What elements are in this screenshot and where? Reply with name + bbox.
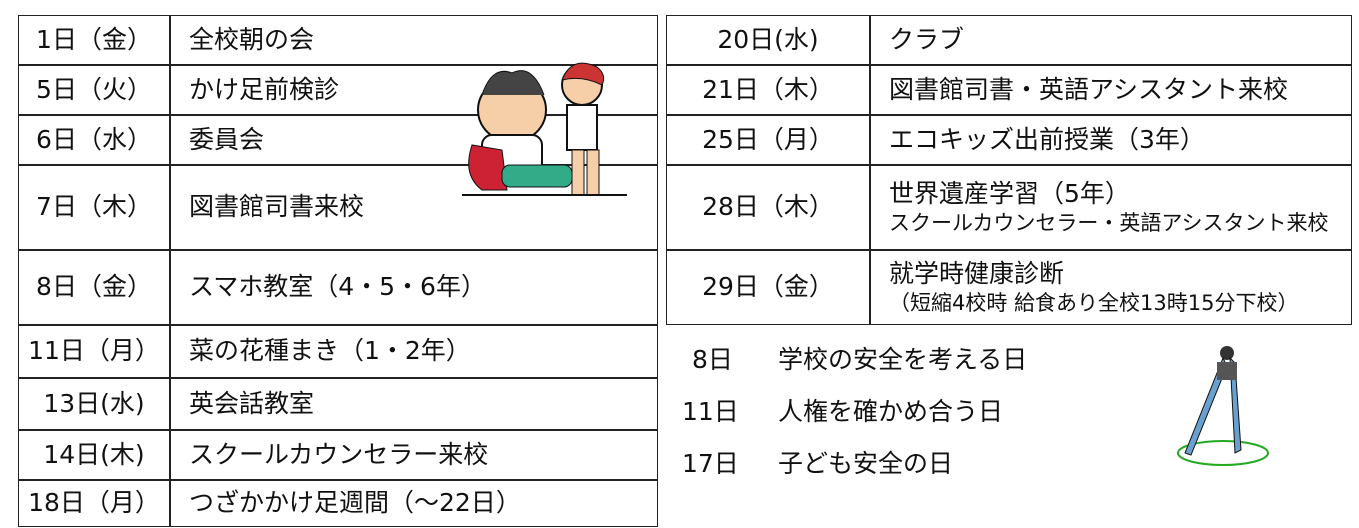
date: 13日(水) <box>43 388 145 418</box>
event: 英会話教室 <box>189 388 315 418</box>
event-cell: 英会話教室 <box>170 378 658 430</box>
note-date: 8日 <box>692 340 733 376</box>
date: 7日（木） <box>36 192 152 222</box>
date-cell: 29日（金） <box>666 250 870 325</box>
event-cell: 世界遺産学習（5年） スクールカウンセラー・英語アシスタント来校 <box>870 165 1352 250</box>
date: 28日（木） <box>702 192 834 222</box>
note-text-content: 子ども安全の日 <box>778 449 954 478</box>
event-cell: エコキッズ出前授業（3年） <box>870 115 1352 165</box>
event: つざかかけ足週間（～22日） <box>189 488 521 518</box>
date: 8日（金） <box>36 272 152 302</box>
date-cell: 11日（月） <box>18 325 170 378</box>
event-line: スクールカウンセラー・英語アシスタント来校 <box>889 211 1329 236</box>
event-cell: 図書館司書・英語アシスタント来校 <box>870 65 1352 115</box>
note-date: 11日 <box>682 392 739 428</box>
note-text: 子ども安全の日 <box>778 444 953 480</box>
date: 14日(木) <box>43 439 145 469</box>
note-date-text: 8日 <box>692 345 733 374</box>
event: 図書館司書・英語アシスタント来校 <box>889 74 1289 104</box>
date-cell: 25日（月） <box>666 115 870 165</box>
date: 29日（金） <box>702 272 834 302</box>
doctor-illustration <box>462 62 627 196</box>
date-cell: 8日（金） <box>18 250 170 325</box>
event: 全校朝の会 <box>189 24 315 54</box>
date-cell: 14日(木) <box>18 430 170 480</box>
note-text-content: 学校の安全を考える日 <box>778 345 1028 374</box>
event: 菜の花種まき（1・2年） <box>189 336 471 366</box>
date: 20日(水) <box>717 24 819 54</box>
date: 5日（火） <box>36 74 152 104</box>
event: 委員会 <box>189 124 265 154</box>
note-text-content: 人権を確かめ合う日 <box>778 397 1004 426</box>
event: エコキッズ出前授業（3年） <box>889 124 1205 154</box>
event-line: 就学時健康診断 <box>889 258 1065 288</box>
event: スクールカウンセラー来校 <box>189 439 489 469</box>
note-date-text: 11日 <box>682 397 739 426</box>
event-cell: つざかかけ足週間（～22日） <box>170 480 658 527</box>
date-cell: 13日(水) <box>18 378 170 430</box>
date-cell: 6日（水） <box>18 115 170 165</box>
event-cell: 全校朝の会 <box>170 15 658 65</box>
event-line: 世界遺産学習（5年） <box>889 178 1130 208</box>
event-cell: スマホ教室（4・5・6年） <box>170 250 658 325</box>
date: 6日（水） <box>36 124 152 154</box>
event-cell: かけ足前検診 <box>170 65 658 115</box>
event-cell: 就学時健康診断 （短縮4校時 給食あり全校13時15分下校） <box>870 250 1352 325</box>
date-cell: 21日（木） <box>666 65 870 115</box>
date-cell: 7日（木） <box>18 165 170 250</box>
date-cell: 18日（月） <box>18 480 170 527</box>
date: 1日（金） <box>36 24 152 54</box>
note-text: 学校の安全を考える日 <box>778 340 1027 376</box>
date-cell: 5日（火） <box>18 65 170 115</box>
event-cell: スクールカウンセラー来校 <box>170 430 658 480</box>
date: 25日（月） <box>702 124 834 154</box>
note-text: 人権を確かめ合う日 <box>778 392 1003 428</box>
event-line: （短縮4校時 給食あり全校13時15分下校） <box>889 291 1299 316</box>
date: 11日（月） <box>28 336 160 366</box>
date-cell: 28日（木） <box>666 165 870 250</box>
note-date-text: 17日 <box>682 449 739 478</box>
date: 18日（月） <box>28 488 160 518</box>
event: 図書館司書来校 <box>189 192 365 222</box>
event: スマホ教室（4・5・6年） <box>189 272 486 302</box>
note-date: 17日 <box>682 444 739 480</box>
date-cell: 20日(水) <box>666 15 870 65</box>
date: 21日（木） <box>702 74 834 104</box>
event: かけ足前検診 <box>189 74 340 104</box>
event-cell: 委員会 <box>170 115 658 165</box>
compass-illustration <box>1177 346 1269 466</box>
event-cell: 菜の花種まき（1・2年） <box>170 325 658 378</box>
event-cell: クラブ <box>870 15 1352 65</box>
date-cell: 1日（金） <box>18 15 170 65</box>
event-cell: 図書館司書来校 <box>170 165 658 250</box>
event: クラブ <box>889 24 965 54</box>
